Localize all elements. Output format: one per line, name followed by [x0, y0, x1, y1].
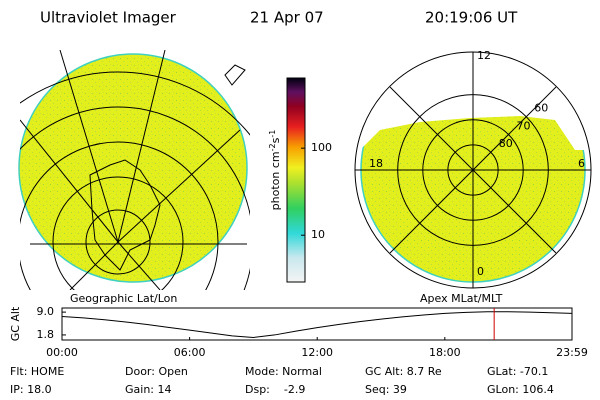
mlt-label: 6 — [578, 157, 585, 170]
altitude-line — [61, 311, 573, 338]
mlt-label: 18 — [369, 157, 383, 170]
mlt-label: 0 — [477, 265, 484, 278]
lat-label: 80 — [499, 137, 513, 150]
y-tick-label: 9.0 — [37, 305, 55, 318]
label-part: photon cm — [269, 151, 282, 210]
y-tick-label: 1.8 — [37, 328, 55, 341]
time: 20:19:06 UT — [425, 9, 518, 27]
image-disc — [18, 53, 248, 283]
status-field: Door: Open — [125, 365, 188, 378]
status-field: Seq: 39 — [365, 383, 407, 396]
lat-label: 70 — [517, 119, 531, 132]
colorbar-tick-label: 100 — [311, 141, 332, 154]
lat-ring — [422, 119, 524, 221]
mlt-label: 12 — [477, 49, 491, 62]
lat-ring — [397, 94, 549, 246]
colorbar-label: photon cm-2s-1 — [268, 130, 283, 211]
status-field: Dsp: -2.9 — [245, 383, 305, 396]
lat-label: 60 — [534, 102, 548, 115]
map-label: Geographic Lat/Lon — [70, 292, 177, 305]
map-label: Apex MLat/MLT — [420, 292, 503, 305]
label-sup: -2 — [268, 143, 277, 151]
x-tick-label: 12:00 — [301, 346, 333, 359]
x-tick-label: 00:00 — [46, 346, 78, 359]
status-field: GC Alt: 8.7 Re — [365, 365, 442, 378]
geo-grid — [20, 50, 250, 290]
instrument: Ultraviolet Imager — [40, 9, 177, 27]
lat-ring — [447, 144, 499, 196]
label-sup: -1 — [268, 130, 277, 138]
x-tick-label: 23:59 — [556, 346, 588, 359]
polar-grid — [354, 51, 592, 289]
colorbar — [286, 77, 306, 283]
y-axis-label: GC Alt — [9, 306, 22, 341]
status-field: GLon: 106.4 — [487, 383, 554, 396]
plot-frame — [61, 307, 573, 341]
status-field: IP: 18.0 — [10, 383, 52, 396]
x-tick-label: 18:00 — [429, 346, 461, 359]
status-field: Mode: Normal — [245, 365, 322, 378]
date: 21 Apr 07 — [250, 9, 324, 27]
label-part: s — [269, 137, 282, 143]
status-field: GLat: -70.1 — [487, 365, 548, 378]
status-field: Gain: 14 — [125, 383, 172, 396]
x-tick-label: 06:00 — [174, 346, 206, 359]
status-field: Flt: HOME — [10, 365, 64, 378]
colorbar-tick-label: 10 — [311, 228, 325, 241]
